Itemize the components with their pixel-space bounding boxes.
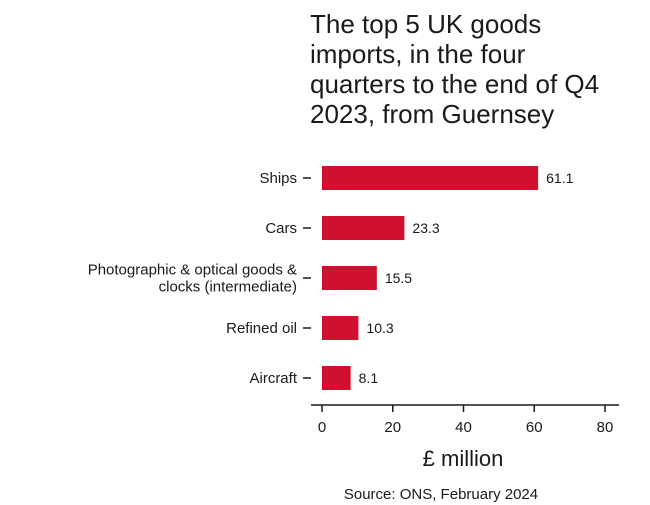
- title-line-1: The top 5 UK goods: [310, 9, 541, 39]
- value-label: 23.3: [412, 220, 439, 236]
- category-label: Photographic & optical goods &: [88, 262, 297, 279]
- category-label: clocks (intermediate): [159, 279, 297, 296]
- category-label: Refined oil: [226, 320, 297, 337]
- bar: [322, 316, 359, 340]
- value-label: 8.1: [359, 370, 379, 386]
- category-label: Ships: [259, 170, 297, 187]
- x-tick-label: 0: [318, 419, 326, 436]
- x-tick-label: 40: [455, 419, 472, 436]
- bar: [322, 266, 377, 290]
- bars: [322, 166, 539, 390]
- value-labels: 61.1 23.3 15.5 10.3 8.1: [359, 170, 574, 386]
- bar: [322, 166, 539, 190]
- title-line-3: quarters to the end of Q4: [310, 69, 599, 99]
- source-note: Source: ONS, February 2024: [344, 486, 538, 503]
- title-line-2: imports, in the four: [310, 39, 526, 69]
- category-label: Cars: [265, 220, 297, 237]
- x-axis-title: £ million: [423, 446, 504, 471]
- category-labels: Ships Cars Photographic & optical goods &c…: [88, 170, 311, 387]
- category-label: Aircraft: [249, 370, 297, 387]
- value-label: 61.1: [546, 170, 573, 186]
- value-label: 15.5: [385, 270, 412, 286]
- x-tick-label: 80: [597, 419, 614, 436]
- x-axis-ticks: 0 20 40 60 80: [318, 405, 614, 436]
- value-label: 10.3: [366, 320, 393, 336]
- bar: [322, 216, 405, 240]
- x-tick-label: 20: [384, 419, 401, 436]
- bar: [322, 366, 351, 390]
- x-tick-label: 60: [526, 419, 543, 436]
- title-line-4: 2023, from Guernsey: [310, 99, 554, 129]
